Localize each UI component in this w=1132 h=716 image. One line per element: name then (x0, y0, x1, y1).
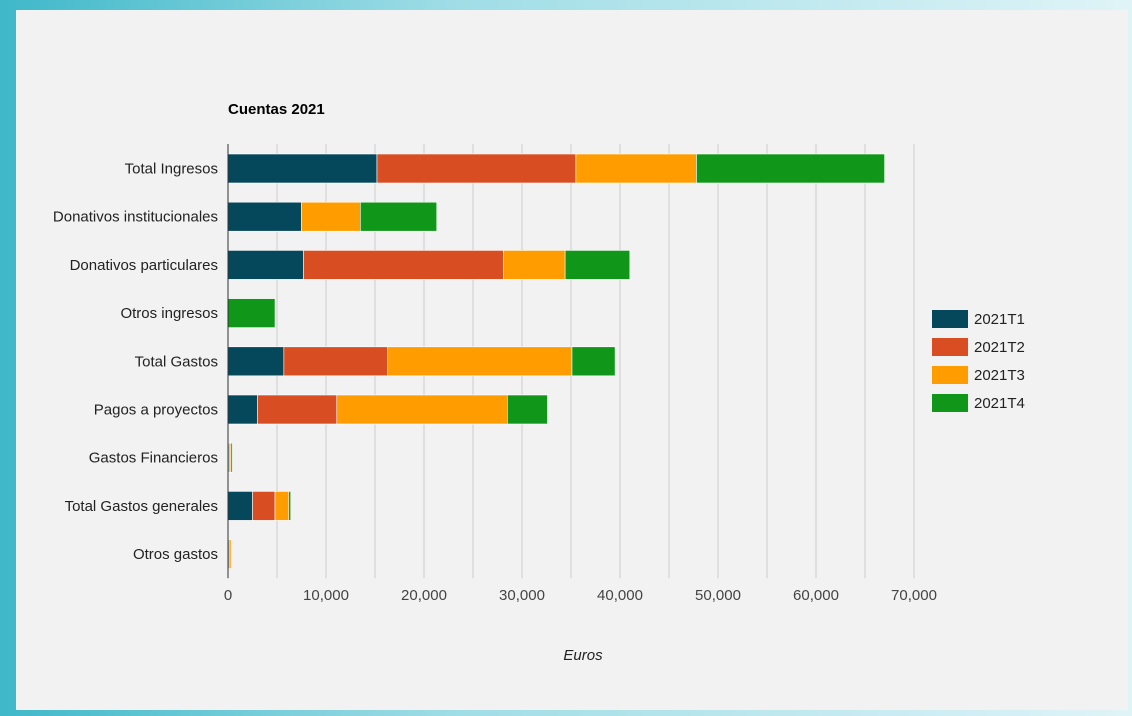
bar-segment (283, 346, 389, 377)
bar-segment (336, 394, 508, 425)
x-tick-label: 30,000 (499, 587, 545, 604)
legend-swatch (932, 310, 968, 328)
bars (227, 153, 885, 569)
bar-segment (503, 250, 566, 280)
bar-segment (230, 442, 233, 473)
bar-segment (696, 153, 885, 184)
bar-segment (227, 346, 285, 377)
category-label: Pagos a proyectos (94, 402, 218, 419)
category-label: Total Gastos generales (65, 498, 218, 515)
bar-segment (227, 153, 378, 184)
x-tick-label: 70,000 (891, 587, 937, 604)
x-tick-label: 40,000 (597, 587, 643, 604)
bar-segment (288, 491, 292, 521)
legend-label: 2021T2 (974, 339, 1025, 356)
bar-segment (575, 153, 697, 184)
legend-label: 2021T4 (974, 395, 1025, 412)
category-label: Total Gastos (135, 353, 218, 370)
category-label: Gastos Financieros (89, 450, 218, 467)
category-label: Donativos institucionales (53, 209, 218, 226)
x-axis-title: Euros (563, 647, 603, 664)
bar-segment (359, 201, 438, 232)
bar-segment (227, 394, 258, 425)
stacked-bar-chart: Cuentas 2021 Total Ingresos Donativos ins… (53, 101, 1025, 664)
bar-segment (376, 153, 577, 184)
x-axis-ticks: 0 10,000 20,000 30,000 40,000 50,000 60,000 70,… (224, 587, 937, 604)
bar-segment (227, 491, 253, 521)
bar-segment (506, 394, 548, 425)
bar-segment (274, 491, 290, 521)
chart-title: Cuentas 2021 (228, 101, 325, 118)
x-tick-label: 0 (224, 587, 232, 604)
x-tick-label: 50,000 (695, 587, 741, 604)
category-labels: Total Ingresos Donativos institucionales D… (53, 161, 218, 564)
bar-segment (227, 201, 302, 232)
category-label: Total Ingresos (125, 161, 218, 178)
legend-swatch (932, 394, 968, 412)
bar-segment (227, 298, 276, 328)
legend: 2021T1 2021T2 2021T3 2021T4 (932, 310, 1025, 412)
bar-segment (564, 250, 631, 280)
bar-segment (301, 201, 361, 232)
category-label: Donativos particulares (70, 257, 218, 274)
bar-segment (257, 394, 338, 425)
bar-segment (387, 346, 573, 377)
bar-segment (252, 491, 276, 521)
bar-segment (571, 346, 616, 377)
chart-panel: Cuentas 2021 Total Ingresos Donativos ins… (16, 10, 1128, 710)
legend-swatch (932, 366, 968, 384)
legend-label: 2021T1 (974, 311, 1025, 328)
x-tick-label: 60,000 (793, 587, 839, 604)
legend-label: 2021T3 (974, 367, 1025, 384)
bar-segment (227, 250, 304, 280)
legend-swatch (932, 338, 968, 356)
bar-segment (229, 539, 232, 569)
category-label: Otros gastos (133, 546, 218, 563)
bar-segment (303, 250, 504, 280)
x-tick-label: 10,000 (303, 587, 349, 604)
x-tick-label: 20,000 (401, 587, 447, 604)
category-label: Otros ingresos (120, 305, 218, 322)
